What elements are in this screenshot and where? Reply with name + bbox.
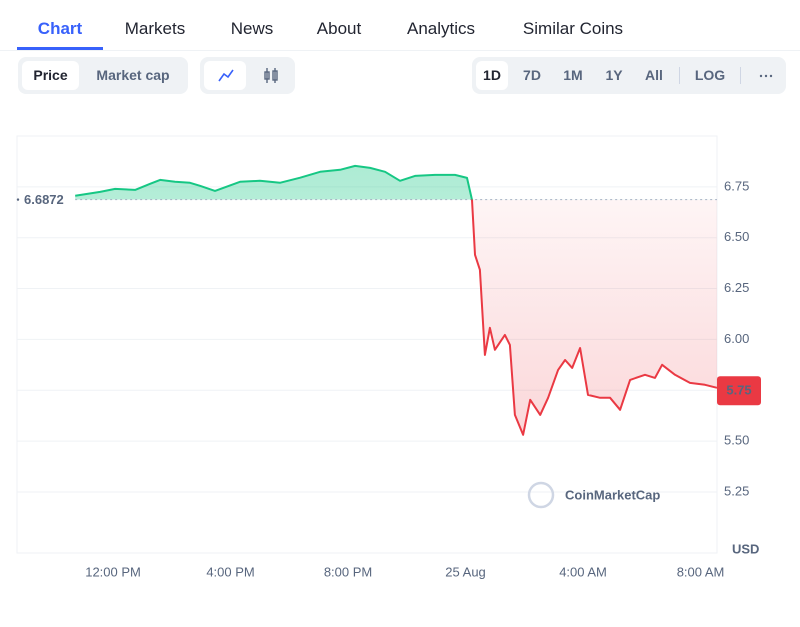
current-price-label: 5.75 bbox=[726, 383, 751, 398]
tab[interactable]: News bbox=[230, 19, 274, 38]
range-button[interactable]: 1D bbox=[476, 61, 508, 90]
area-fill bbox=[471, 199, 717, 435]
area-fill bbox=[75, 165, 717, 200]
price-line bbox=[75, 164, 718, 436]
separator bbox=[740, 67, 741, 84]
metric-toggle: Price Market cap bbox=[18, 57, 188, 94]
current-price-badge bbox=[717, 376, 761, 406]
watermark: CoinMarketCap bbox=[565, 487, 660, 502]
y-unit-label: USD bbox=[732, 541, 759, 556]
tab[interactable]: Analytics bbox=[406, 19, 476, 38]
range-button[interactable]: LOG bbox=[694, 67, 726, 83]
line-icon-button[interactable] bbox=[204, 61, 246, 90]
range-toggle: 1D 7D 1M 1Y All LOG bbox=[472, 57, 786, 94]
divider bbox=[0, 50, 800, 51]
y-tick-label: 5.50 bbox=[724, 433, 749, 448]
range-button[interactable]: All bbox=[645, 67, 663, 83]
tab[interactable]: About bbox=[316, 19, 362, 38]
y-tick-label: 6.50 bbox=[724, 229, 749, 244]
x-tick-label: 4:00 AM bbox=[559, 564, 607, 579]
y-tick-label: 6.75 bbox=[724, 178, 749, 193]
x-tick-label: 8:00 AM bbox=[677, 564, 725, 579]
candle-icon bbox=[264, 68, 278, 83]
candle-icon-button[interactable] bbox=[250, 61, 292, 90]
separator bbox=[679, 67, 680, 84]
range-button[interactable]: 1M bbox=[563, 67, 583, 83]
line-icon bbox=[218, 69, 234, 82]
range-button[interactable]: 1Y bbox=[605, 67, 623, 83]
y-tick-label: 6.25 bbox=[724, 280, 749, 295]
toggle-button[interactable]: Price bbox=[22, 61, 79, 90]
x-tick-label: 8:00 PM bbox=[324, 564, 372, 579]
tab[interactable]: Similar Coins bbox=[522, 19, 624, 38]
x-tick-label: 25 Aug bbox=[445, 564, 486, 579]
reference-dot bbox=[16, 198, 20, 201]
y-tick-label: 6.00 bbox=[724, 331, 749, 346]
tab[interactable]: Markets bbox=[124, 19, 186, 38]
watermark-logo bbox=[527, 481, 555, 509]
tab-underline bbox=[17, 47, 103, 50]
toggle-button[interactable]: Market cap bbox=[96, 67, 170, 83]
reference-label: 6.6872 bbox=[24, 192, 64, 207]
tab[interactable]: Chart bbox=[37, 19, 83, 38]
y-tick-label: 5.25 bbox=[724, 483, 749, 498]
more-button[interactable] bbox=[750, 61, 782, 90]
range-button[interactable]: 7D bbox=[523, 67, 541, 83]
chart-type-toggle bbox=[200, 57, 295, 94]
x-tick-label: 4:00 PM bbox=[206, 564, 254, 579]
more-icon bbox=[759, 74, 773, 78]
x-tick-label: 12:00 PM bbox=[85, 564, 141, 579]
